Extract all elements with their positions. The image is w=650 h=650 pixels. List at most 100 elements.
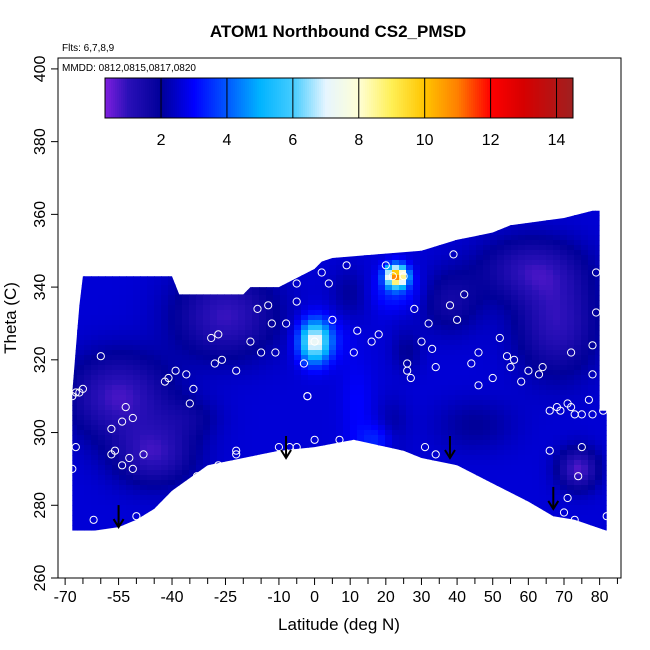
heat-cell [574,490,582,496]
heat-cell [490,335,498,341]
heat-cell [238,375,246,381]
heat-cell [203,360,211,366]
heat-cell [231,460,239,466]
heat-cell [161,235,169,241]
heat-cell [224,310,232,316]
heat-cell [84,405,92,411]
heat-cell [357,230,365,236]
heat-cell [350,340,358,346]
heat-cell [455,280,463,286]
heat-cell [266,335,274,341]
heat-cell [574,315,582,321]
heat-cell [210,485,218,491]
heat-cell [595,305,603,311]
heat-cell [308,335,316,341]
heat-cell [231,490,239,496]
heat-cell [497,380,505,386]
heat-cell [77,350,85,356]
heat-cell [315,370,323,376]
heat-cell [371,205,379,211]
heat-cell [574,275,582,281]
heat-cell [553,215,561,221]
heat-cell [336,305,344,311]
heat-cell [210,260,218,266]
heat-cell [392,495,400,501]
heat-cell [476,440,484,446]
heat-cell [147,335,155,341]
heat-cell [189,245,197,251]
heat-cell [504,215,512,221]
heat-cell [364,280,372,286]
heat-cell [490,360,498,366]
heat-cell [525,280,533,286]
heat-cell [98,220,106,226]
heat-cell [427,285,435,291]
heat-cell [322,460,330,466]
heat-cell [539,225,547,231]
heat-cell [266,300,274,306]
heat-cell [175,425,183,431]
heat-cell [448,385,456,391]
heat-cell [161,490,169,496]
heat-cell [329,275,337,281]
heat-cell [553,320,561,326]
heat-cell [567,260,575,266]
heat-cell [469,415,477,421]
heat-cell [392,505,400,511]
heat-cell [91,230,99,236]
heat-cell [77,485,85,491]
heat-cell [154,270,162,276]
heat-cell [294,240,302,246]
heat-cell [574,505,582,511]
heat-cell [259,395,267,401]
heat-cell [553,410,561,416]
heat-cell [462,245,470,251]
heat-cell [322,520,330,526]
heat-cell [245,220,253,226]
heat-cell [483,290,491,296]
heat-cell [420,290,428,296]
heat-cell [420,435,428,441]
heat-cell [588,520,596,526]
heat-cell [77,240,85,246]
heat-cell [301,425,309,431]
heat-cell [336,390,344,396]
heat-cell [392,285,400,291]
heat-cell [161,455,169,461]
heat-cell [532,450,540,456]
heat-cell [357,495,365,501]
heat-cell [203,335,211,341]
heat-cell [98,245,106,251]
heat-cell [245,380,253,386]
heat-cell [455,340,463,346]
heat-cell [504,220,512,226]
heat-cell [294,210,302,216]
heat-cell [588,310,596,316]
heat-cell [336,250,344,256]
heat-cell [497,440,505,446]
heat-cell [336,335,344,341]
heat-cell [287,260,295,266]
heat-cell [147,430,155,436]
heat-cell [72,415,78,421]
heat-cell [112,230,120,236]
heat-cell [490,455,498,461]
heat-cell [259,210,267,216]
heat-cell [266,475,274,481]
flights-note: Flts: 6,7,8,9 [62,43,115,54]
heat-cell [336,205,344,211]
heat-cell [161,390,169,396]
heat-cell [525,380,533,386]
heat-cell [315,450,323,456]
heat-cell [392,400,400,406]
heat-cell [336,300,344,306]
heat-cell [532,430,540,436]
heat-cell [567,505,575,511]
heat-cell [350,285,358,291]
heat-cell [441,360,449,366]
heat-cell [378,475,386,481]
heat-cell [245,435,253,441]
heat-cell [525,240,533,246]
heat-cell [539,325,547,331]
heat-cell [532,325,540,331]
